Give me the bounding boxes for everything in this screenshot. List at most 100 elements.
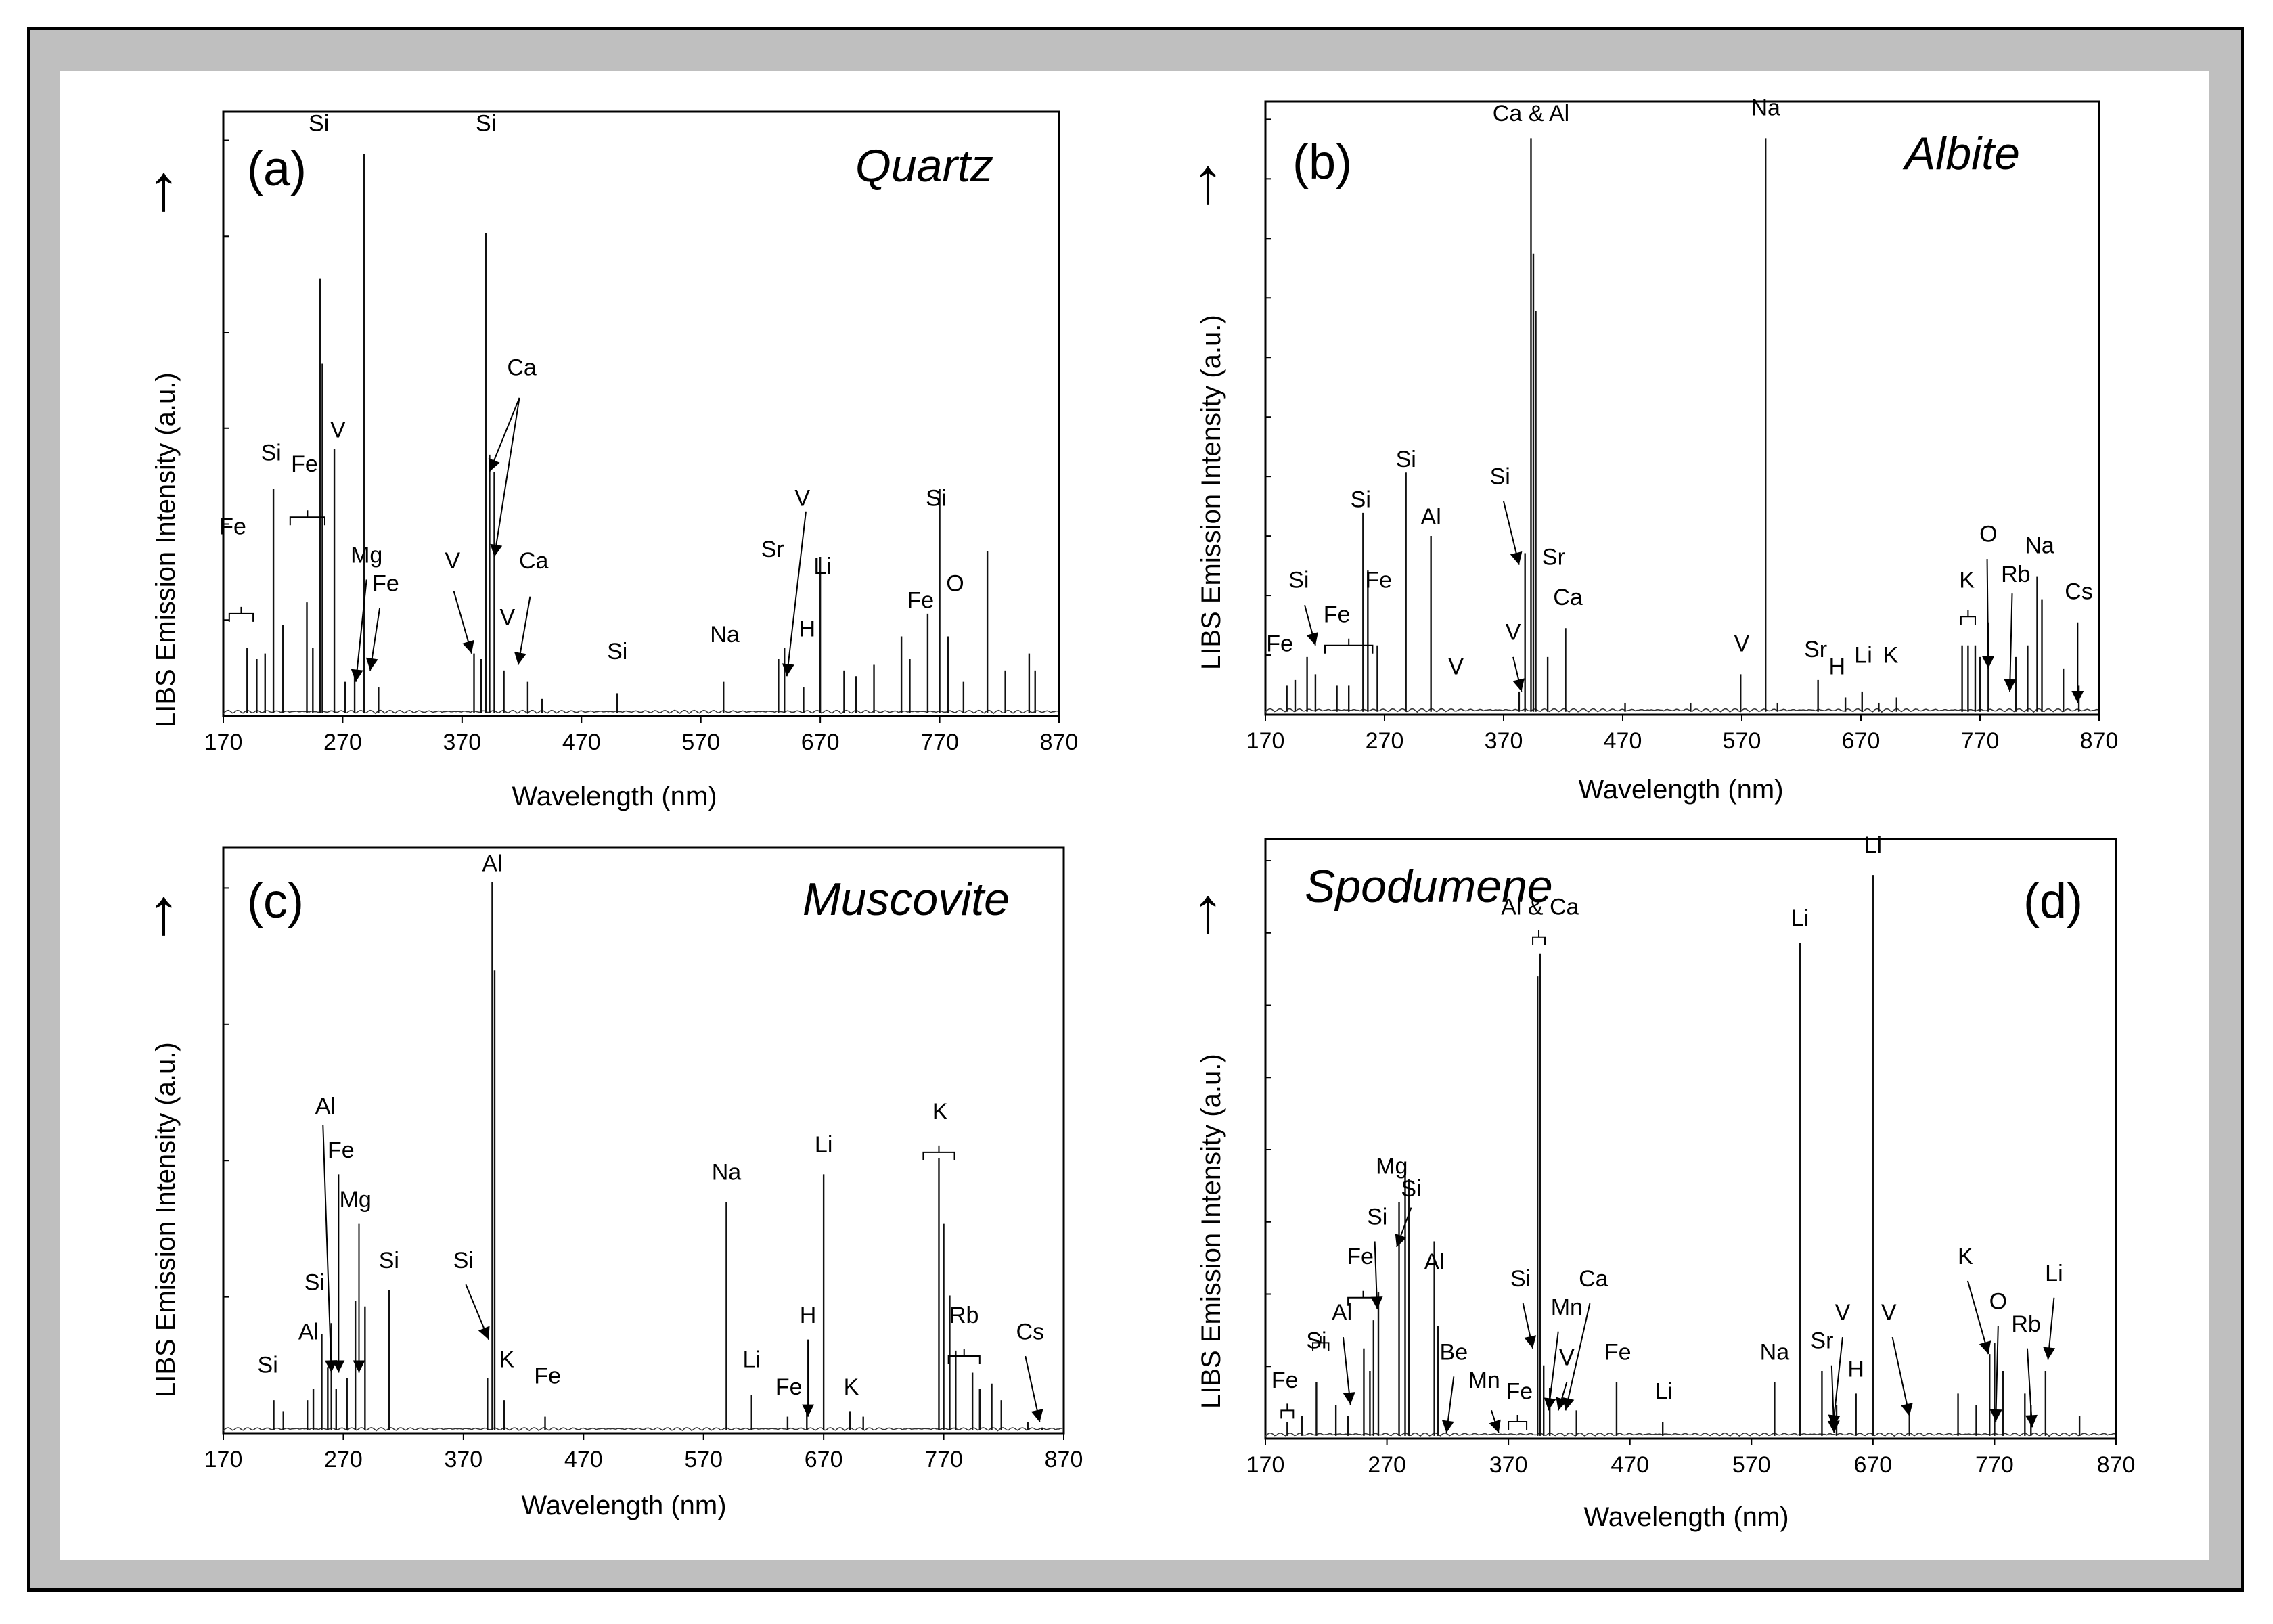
element-label: K: [1959, 568, 1975, 593]
label-arrow: [1891, 1336, 1910, 1416]
element-label: Mg: [1376, 1154, 1408, 1179]
element-label: O: [1979, 522, 1997, 547]
spectrum-baseline: [1265, 1432, 2115, 1437]
plot-frame: [1264, 838, 2117, 1440]
label-arrow-head: [1524, 1335, 1537, 1349]
x-tick-label: 770: [920, 729, 959, 755]
x-tick-label: 170: [1246, 728, 1285, 754]
element-label: Si: [305, 1269, 325, 1295]
label-bracket: [1960, 610, 1976, 625]
element-label: Li: [815, 1132, 832, 1158]
label-arrow-head: [490, 543, 503, 557]
x-tick-label: 770: [1961, 728, 2000, 754]
x-tick-label: 170: [204, 729, 243, 755]
figure-outer-border: [27, 27, 2244, 1592]
x-tick-label: 770: [1975, 1452, 2014, 1478]
x-tick-label: 570: [1723, 728, 1761, 754]
element-label: Ca: [519, 548, 549, 574]
x-tick-label: 570: [684, 1447, 723, 1472]
element-label: Rb: [949, 1303, 978, 1328]
element-label: Na: [710, 622, 740, 648]
label-arrow-head: [462, 639, 474, 654]
label-arrow-head: [802, 1404, 815, 1417]
y-axis-title: LIBS Emission Intensity (a.u.): [1196, 315, 1226, 670]
x-tick-label: 870: [1040, 729, 1079, 755]
x-tick-label: 370: [444, 1447, 482, 1472]
element-label: Li: [1854, 642, 1872, 668]
element-label: Fe: [1365, 568, 1392, 593]
element-label: Al: [482, 851, 502, 877]
x-tick-label: 270: [1368, 1452, 1406, 1478]
panel-label-b: (b): [1292, 135, 1352, 189]
mineral-title-b: Albite: [1902, 128, 2020, 179]
label-arrow-head: [1828, 1414, 1841, 1428]
label-arrow: [1966, 1280, 1989, 1355]
element-label: Sr: [1804, 637, 1827, 662]
element-label: Sr: [1542, 545, 1565, 570]
element-label: Mn: [1551, 1294, 1583, 1320]
plot-frame: [1264, 100, 2100, 716]
element-label: Li: [1864, 832, 1882, 858]
label-arrow-head: [1544, 1397, 1556, 1411]
label-arrow: [786, 511, 807, 677]
element-label: Rb: [2001, 562, 2030, 587]
element-label: V: [1448, 654, 1464, 679]
label-bracket: [1508, 1415, 1528, 1430]
x-tick-label: 470: [564, 1447, 603, 1472]
element-label: Si: [309, 110, 329, 136]
mineral-title-a: Quartz: [855, 140, 993, 191]
label-arrow-head: [488, 457, 500, 472]
element-label: Si: [1490, 464, 1510, 489]
x-axis-title-a: Wavelength (nm): [512, 782, 717, 811]
plot-area-c: 170 270 370 470 570 670 770 870 Al Na Li K Si Al Si Al F…: [204, 846, 1083, 1472]
label-arrow-head: [2071, 690, 2084, 703]
x-tick-label: 570: [1732, 1452, 1771, 1478]
x-tick-label: 870: [2097, 1452, 2136, 1478]
label-arrow-head: [1901, 1403, 1913, 1416]
y-axis-title-text: LIBS Emission Intensity (a.u.): [1196, 1054, 1226, 1409]
x-axis-title-c: Wavelength (nm): [521, 1491, 726, 1520]
label-arrow-head: [351, 669, 363, 682]
element-label: H: [1829, 654, 1846, 679]
label-bracket: [947, 1349, 981, 1365]
element-label: Fe: [1604, 1339, 1631, 1365]
label-arrow: [489, 397, 520, 472]
label-bracket: [1324, 638, 1374, 654]
panel-d: LIBS Emission Intensity (a.u.) ↑ 170 270 3…: [1192, 832, 2135, 1532]
element-label: Al: [1421, 504, 1441, 530]
element-label: Al: [1424, 1249, 1444, 1275]
element-label: Mg: [351, 542, 382, 568]
element-label: Li: [813, 554, 831, 579]
x-tick-label: 370: [1489, 1452, 1528, 1478]
label-arrow: [355, 579, 367, 682]
element-label: Si: [1510, 1266, 1531, 1292]
x-tick-label: 870: [2080, 728, 2119, 754]
element-label: Fe: [907, 588, 934, 614]
spectrum-baseline: [223, 1427, 1063, 1432]
element-label: Li: [2045, 1261, 2063, 1286]
mineral-title-c: Muscovite: [803, 874, 1010, 925]
element-label: Si: [926, 485, 946, 511]
element-label: V: [445, 548, 460, 574]
x-tick-label: 370: [443, 729, 481, 755]
element-label: Si: [258, 1352, 278, 1378]
element-label: Al: [1332, 1300, 1352, 1326]
label-arrow-head: [782, 663, 794, 677]
label-bracket: [1347, 1290, 1379, 1306]
label-arrow: [493, 397, 520, 558]
element-label: Al & Ca: [1501, 894, 1579, 920]
label-arrow-head: [1510, 551, 1523, 565]
element-label: Si: [1288, 568, 1309, 593]
element-label: Fe: [291, 451, 318, 477]
label-arrow-head: [2025, 1414, 2038, 1428]
element-label: Si: [1396, 447, 1416, 472]
element-label: Fe: [1506, 1379, 1533, 1405]
element-label: H: [800, 1303, 817, 1328]
panel-b: LIBS Emission Intensity (a.u.) ↑ 170 270 3…: [1192, 95, 2118, 805]
element-label: V: [500, 605, 516, 631]
element-label: K: [1958, 1244, 1973, 1269]
element-label: V: [794, 485, 810, 511]
label-bracket: [228, 606, 254, 622]
label-arrow-head: [353, 1360, 365, 1373]
